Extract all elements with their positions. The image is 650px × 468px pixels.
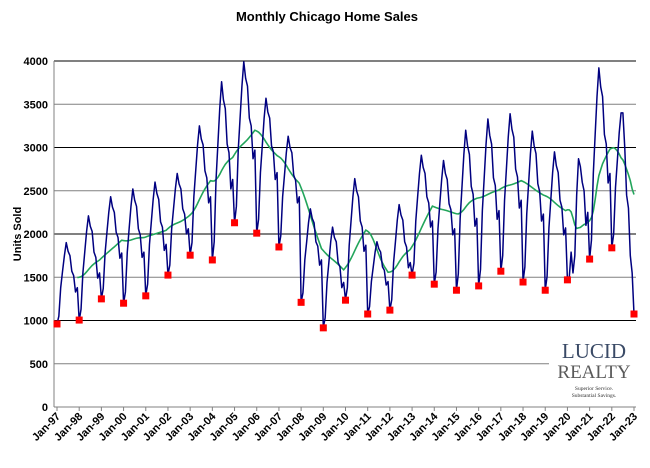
january-marker-Jan-02 — [164, 271, 172, 279]
january-marker-Jan-01 — [142, 292, 150, 300]
y-tick-label-1500: 1500 — [24, 272, 48, 284]
january-marker-Jan-23 — [630, 310, 638, 318]
logo-line2: REALTY — [557, 362, 630, 383]
january-marker-Jan-16 — [475, 282, 483, 290]
january-marker-Jan-19 — [541, 286, 549, 294]
january-marker-Jan-18 — [519, 278, 527, 286]
x-tick-labels: Jan-97Jan-98Jan-99Jan-00Jan-01Jan-02Jan-… — [30, 410, 640, 444]
january-marker-Jan-09 — [319, 324, 327, 332]
january-marker-Jan-21 — [586, 255, 594, 263]
logo-tagline1: Superior Service. — [575, 386, 614, 392]
y-tick-labels: 0 500 1000 1500 2000 2500 3000 3500 4000 — [24, 56, 48, 414]
january-marker-Jan-04 — [208, 256, 216, 264]
january-marker-Jan-08 — [297, 298, 305, 306]
january-marker-Jan-14 — [430, 280, 438, 288]
y-tick-label-3000: 3000 — [24, 143, 48, 155]
january-marker-Jan-07 — [275, 243, 283, 251]
january-marker-Jan-20 — [563, 276, 571, 284]
january-marker-Jan-97 — [53, 320, 61, 328]
y-tick-label-500: 500 — [30, 359, 48, 371]
series-layer — [53, 61, 638, 332]
lucid-realty-logo: LUCID REALTY Superior Service. Substanti… — [549, 334, 641, 402]
y-tick-label-2000: 2000 — [24, 229, 48, 241]
chart-title: Monthly Chicago Home Sales — [236, 9, 418, 24]
y-tick-label-3500: 3500 — [24, 99, 48, 111]
logo-tagline2: Substantial Savings. — [572, 393, 617, 399]
y-tick-label-4000: 4000 — [24, 56, 48, 68]
y-tick-label-0: 0 — [42, 402, 48, 414]
january-marker-Jan-99 — [97, 295, 105, 303]
january-marker-Jan-13 — [408, 271, 416, 279]
january-marker-Jan-10 — [342, 296, 349, 304]
january-marker-Jan-22 — [608, 244, 616, 252]
logo-line1: LUCID — [562, 339, 626, 363]
january-marker-Jan-05 — [231, 219, 239, 227]
january-marker-Jan-00 — [120, 299, 128, 307]
january-marker-Jan-15 — [452, 286, 460, 294]
y-axis-label: Units Sold — [12, 207, 24, 261]
moving-average-line — [77, 129, 635, 279]
january-marker-Jan-06 — [253, 229, 261, 237]
january-marker-Jan-11 — [364, 310, 372, 318]
january-marker-Jan-12 — [386, 306, 394, 314]
y-tick-label-1000: 1000 — [24, 316, 48, 328]
y-tick-label-2500: 2500 — [24, 186, 48, 198]
january-marker-Jan-17 — [497, 267, 505, 275]
january-marker-Jan-03 — [186, 251, 194, 259]
january-marker-Jan-98 — [75, 316, 83, 324]
